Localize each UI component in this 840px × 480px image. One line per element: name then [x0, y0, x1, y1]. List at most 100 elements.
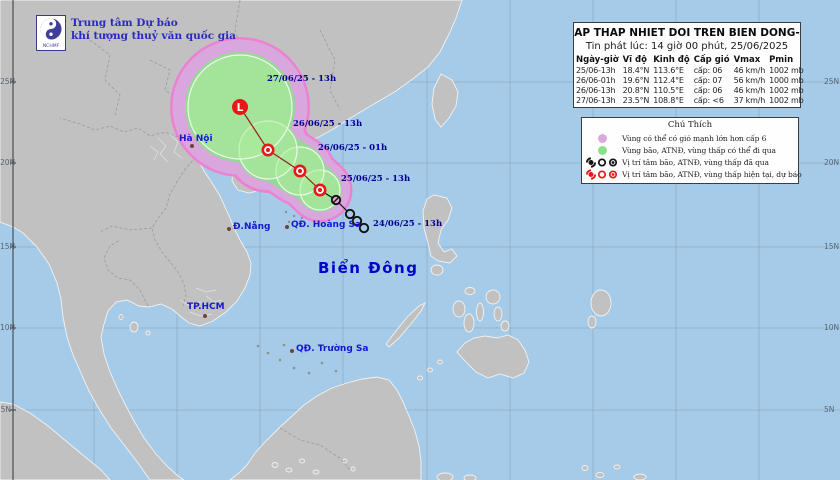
svg-text:L: L: [237, 102, 244, 114]
forecast-table-cell: 112.4°E: [653, 75, 684, 85]
archipelago-dots: [256, 209, 338, 375]
legend-item-label: Vị trí tâm bão, ATNĐ, vùng thấp đã qua: [622, 157, 769, 167]
depression-ring-icon: [597, 169, 607, 179]
track-date-label: 27/06/25 - 13h: [267, 74, 337, 84]
city-label: Đ.Nẵng: [233, 222, 271, 232]
city-label: QĐ. Hoàng Sa: [291, 220, 362, 230]
forecast-table-header: Vĩ độ: [622, 55, 647, 65]
forecast-table-header: Ngày-giờ: [576, 55, 619, 65]
low-pressure-marker: L: [232, 99, 248, 115]
lat-label-right: 20N: [824, 158, 840, 167]
legend-symbol: [582, 156, 622, 168]
city-dot: [285, 225, 289, 229]
org-name-line1: Trung tâm Dự báo: [71, 17, 178, 29]
legend-item-label: Vị trí tâm bão, ATNĐ, vùng thấp hiện tại…: [622, 169, 802, 179]
lat-label-right: 25N: [824, 77, 840, 86]
forecast-table-cell: 26/06-13h: [576, 85, 616, 95]
track-date-label: 26/06/25 - 13h: [293, 119, 363, 129]
forecast-table-cell: cấp: 06: [693, 65, 723, 75]
forecast-table-row: 27/06-13h 23.5°N 108.8°E cấp: <6 37 km/h 1002…: [574, 95, 805, 105]
forecast-table-cell: cấp: 06: [693, 85, 723, 95]
legend-box: Chú Thích Vùng có thể có gió mạnh lớn hơ…: [581, 117, 802, 184]
legend-rows: Vùng có thể có gió mạnh lớn hơn cấp 6 Vùn…: [582, 132, 802, 180]
legend-title: Chú Thích: [667, 120, 713, 130]
issued-time: Tin phát lúc: 14 giờ 00 phút, 25/06/2025: [585, 41, 789, 52]
forecast-table-row: 26/06-01h 19.6°N 112.4°E cấp: 07 56 km/h 1000…: [574, 75, 805, 85]
forecast-table-cell: 1000 mb: [769, 75, 804, 85]
sea-name-label: Biển Đông: [318, 259, 419, 277]
past-position-markers: [330, 194, 370, 234]
forecast-table-cell: 113.6°E: [653, 65, 684, 75]
lat-label-left: 5N: [0, 405, 11, 414]
storm-info-box: AP THAP NHIET DOI TREN BIEN DONG- Tin ph…: [573, 22, 804, 108]
legend-item-label: Vùng có thể có gió mạnh lớn hơn cấp 6: [622, 133, 767, 143]
storm-track: L: [232, 99, 370, 234]
forecast-table-cell: 1002 mb: [769, 85, 804, 95]
cyclone-icon: [586, 156, 596, 168]
forecast-table: Ngày-giờ Vĩ độ Kinh độ Cấp gió Vmax Pmin 25/0…: [574, 55, 805, 105]
forecast-table-cell: cấp: <6: [693, 95, 724, 105]
low-area-icon: [608, 157, 618, 167]
city-label: QĐ. Trường Sa: [296, 344, 369, 354]
legend-item: Vị trí tâm bão, ATNĐ, vùng thấp đã qua: [582, 156, 798, 168]
legend-symbol: [582, 168, 622, 180]
city-label: Hà Nội: [179, 134, 213, 144]
forecast-table-cell: 1002 mb: [769, 95, 804, 105]
forecast-table-cell: 25/06-13h: [576, 65, 616, 75]
forecast-table-cell: 56 km/h: [733, 75, 766, 85]
org-name: Trung tâm Dự báo khí tượng thuỷ văn quốc…: [71, 15, 236, 51]
forecast-table-cell: 46 km/h: [733, 85, 766, 95]
landmass-shapes: [0, 0, 647, 480]
lat-label-right: 10N: [824, 323, 840, 332]
lat-label-left: 15N: [0, 242, 16, 251]
forecast-table-row: 26/06-13h 20.8°N 110.5°E cấp: 06 46 km/h 1002…: [574, 85, 805, 95]
map-frame: [10, 0, 16, 480]
island-mindanao: [456, 334, 530, 379]
forecast-table-header-row: Ngày-giờ Vĩ độ Kinh độ Cấp gió Vmax Pmin: [574, 55, 805, 65]
lat-label-left: 10N: [0, 323, 16, 332]
forecast-table-cell: 27/06-13h: [576, 95, 616, 105]
legend-item: Vùng có thể có gió mạnh lớn hơn cấp 6: [582, 132, 798, 144]
low-area-icon: [608, 169, 618, 179]
nchmf-logo: NCHMF: [36, 15, 66, 51]
forecast-table-row: 25/06-13h 18.4°N 113.6°E cấp: 06 46 km/h 1002…: [574, 65, 805, 75]
track-date-label: 24/06/25 - 13h: [373, 219, 443, 229]
branding: NCHMF Trung tâm Dự báo khí tượng thuỷ vă…: [36, 15, 236, 51]
forecast-table-cell: 23.5°N: [622, 95, 650, 105]
city-dot: [190, 144, 194, 148]
forecast-table-cell: 110.5°E: [653, 85, 684, 95]
forecast-table-cell: 1002 mb: [769, 65, 804, 75]
lat-label-left: 20N: [0, 158, 16, 167]
city-label: TP.HCM: [187, 302, 225, 312]
plum-area-icon: [597, 133, 607, 143]
forecast-table-header: Kinh độ: [653, 55, 690, 65]
island-luzon: [422, 194, 458, 264]
legend-symbol: [582, 145, 622, 156]
track-date-label: 25/06/25 - 13h: [341, 174, 411, 184]
forecast-table-header: Cấp gió: [693, 55, 730, 65]
lat-label-right: 5N: [824, 405, 835, 414]
forecast-table-cell: cấp: 07: [693, 75, 723, 85]
lat-label-left: 25N: [0, 77, 16, 86]
legend-item-label: Vùng bão, ATNĐ, vùng thấp có thể đi qua: [622, 145, 776, 155]
storm-title: AP THAP NHIET DOI TREN BIEN DONG-: [574, 27, 800, 39]
cyclone-icon: [586, 168, 596, 180]
logo-text: NCHMF: [43, 43, 60, 49]
forecast-table-cell: 19.6°N: [622, 75, 650, 85]
legend-item: Vùng bão, ATNĐ, vùng thấp có thể đi qua: [582, 144, 798, 156]
forecast-position-markers: L: [232, 99, 327, 197]
island-taiwan: [431, 73, 459, 128]
city-dot: [203, 314, 207, 318]
forecast-table-cell: 37 km/h: [733, 95, 766, 105]
forecast-table-cell: 108.8°E: [653, 95, 684, 105]
city-dot: [290, 349, 294, 353]
org-name-line2: khí tượng thuỷ văn quốc gia: [71, 30, 236, 42]
island-sumatra: [0, 401, 111, 480]
legend-item: Vị trí tâm bão, ATNĐ, vùng thấp hiện tại…: [582, 168, 802, 180]
legend-symbol: [582, 133, 622, 144]
green-area-icon: [597, 145, 607, 155]
depression-ring-icon: [597, 157, 607, 167]
forecast-table-header: Vmax: [733, 55, 761, 65]
forecast-table-cell: 46 km/h: [733, 65, 766, 75]
